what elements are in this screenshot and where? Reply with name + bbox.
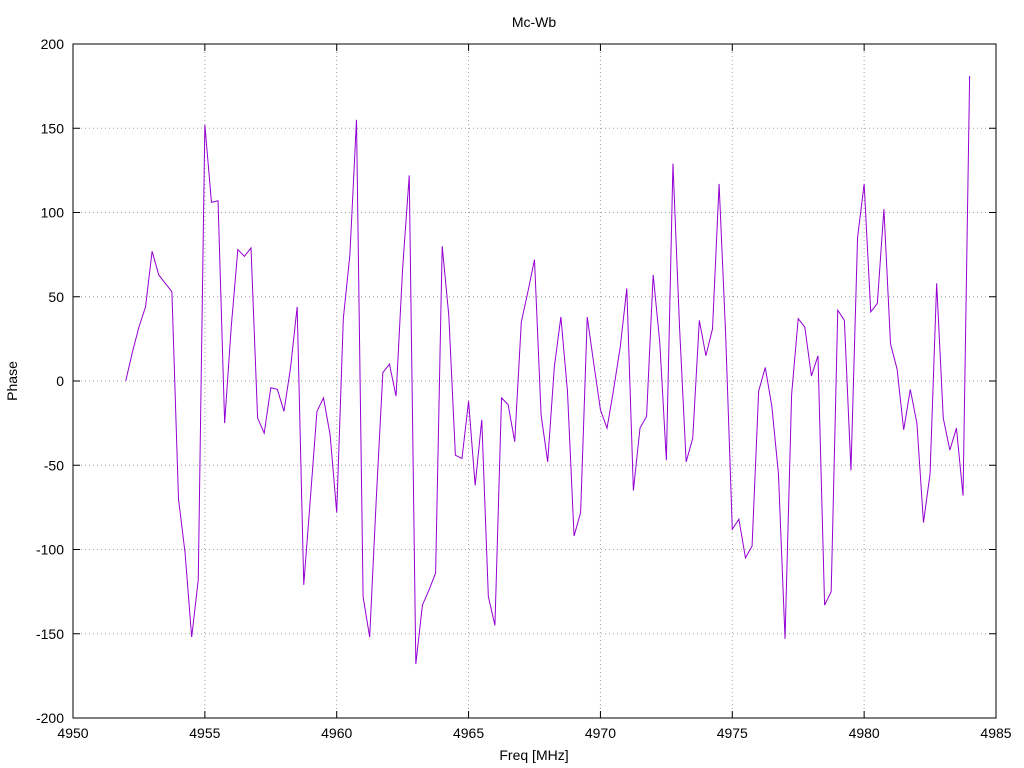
y-tick-label: -50 (44, 457, 64, 473)
x-tick-label: 4970 (585, 725, 616, 741)
y-axis-label: Phase (4, 361, 20, 401)
x-tick-label: 4985 (980, 725, 1011, 741)
y-tick-label: 100 (41, 205, 65, 221)
x-axis-label: Freq [MHz] (499, 747, 568, 763)
y-tick-label: -150 (36, 626, 64, 642)
y-tick-label: -200 (36, 710, 64, 726)
y-tick-label: 150 (41, 120, 65, 136)
x-tick-label: 4975 (717, 725, 748, 741)
phase-series-line (125, 76, 971, 665)
x-tick-label: 4980 (849, 725, 880, 741)
grid-lines (73, 44, 996, 718)
x-tick-label: 4965 (453, 725, 484, 741)
x-tick-label: 4960 (321, 725, 352, 741)
y-tick-label: -100 (36, 542, 64, 558)
y-tick-label: 200 (41, 36, 65, 52)
x-tick-labels: 4950 4955 4960 4965 4970 4975 4980 4985 (57, 725, 1011, 741)
y-tick-label: 50 (48, 289, 64, 305)
plot-frame (72, 43, 997, 719)
y-tick-labels: -200 -150 -100 -50 0 50 100 150 200 (36, 36, 64, 726)
x-tick-label: 4950 (57, 725, 88, 741)
x-tick-label: 4955 (189, 725, 220, 741)
chart-title: Mc-Wb (512, 14, 557, 30)
y-tick-label: 0 (56, 373, 64, 389)
series-layer (125, 76, 971, 665)
